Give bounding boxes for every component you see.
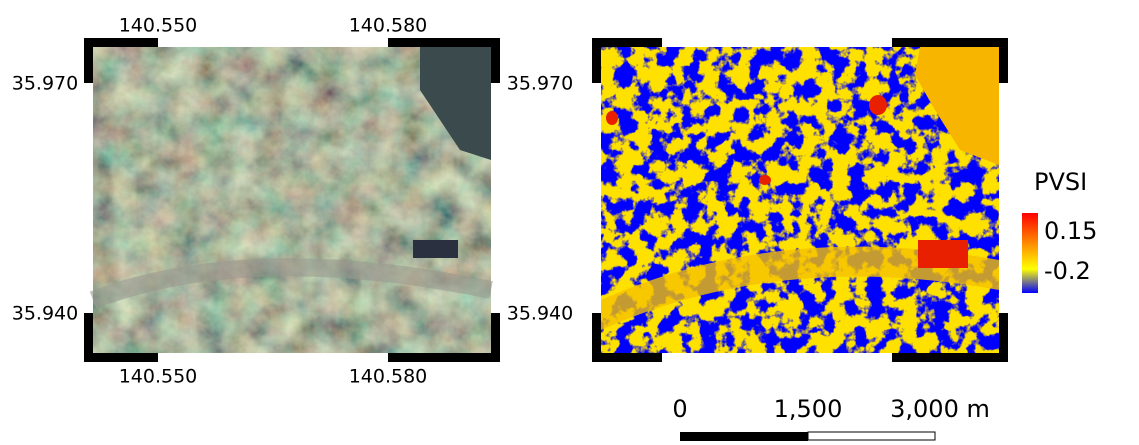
figure: 140.550 140.580 140.550 140.580 35.970 3… bbox=[0, 0, 1139, 441]
lat-label: 35.970 bbox=[12, 73, 78, 95]
lon-label: 140.550 bbox=[119, 15, 198, 37]
hot-spot bbox=[759, 175, 771, 185]
lon-label: 140.580 bbox=[349, 15, 428, 37]
legend-label: 0.15 bbox=[1044, 217, 1097, 245]
scale-label: 3,000 m bbox=[890, 395, 990, 423]
left-map: 140.550 140.580 140.550 140.580 35.970 3… bbox=[12, 15, 500, 388]
lat-label: 35.940 bbox=[507, 303, 573, 325]
lat-label: 35.940 bbox=[12, 303, 78, 325]
legend-title: PVSI bbox=[1034, 168, 1087, 196]
solar-panels bbox=[413, 240, 458, 258]
lon-label: 140.580 bbox=[349, 366, 428, 388]
scale-bar: 0 1,500 3,000 m bbox=[672, 395, 990, 441]
color-ramp bbox=[1022, 213, 1038, 293]
hot-spot bbox=[869, 95, 887, 115]
right-map: 35.970 35.940 bbox=[507, 38, 1008, 362]
scale-segment bbox=[680, 432, 808, 441]
lon-label: 140.550 bbox=[119, 366, 198, 388]
hot-spot bbox=[606, 111, 618, 125]
scale-segment bbox=[808, 432, 935, 440]
scale-label: 1,500 bbox=[774, 395, 843, 423]
legend-label: -0.2 bbox=[1044, 257, 1091, 285]
page: 140.550 140.580 140.550 140.580 35.970 3… bbox=[0, 0, 1139, 441]
hot-spot bbox=[918, 240, 968, 268]
scale-label: 0 bbox=[672, 395, 687, 423]
lat-label: 35.970 bbox=[507, 73, 573, 95]
legend: PVSI 0.15 -0.2 bbox=[1022, 168, 1097, 293]
